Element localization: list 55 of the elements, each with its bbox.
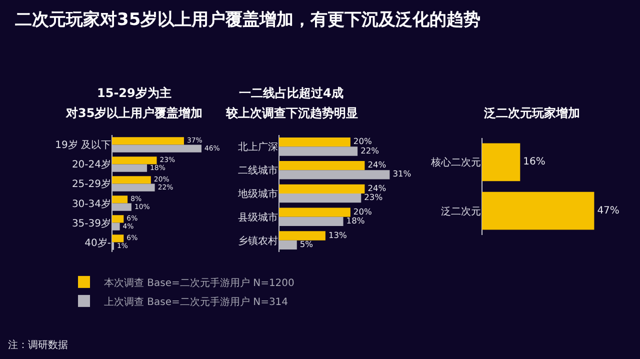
y-tick-label: 乡镇农村 — [238, 234, 278, 247]
data-label: 13% — [328, 230, 347, 240]
y-tick-label: 二线城市 — [238, 164, 278, 177]
chart-subtitle: 较上次调查下沉趋势明显 — [225, 106, 358, 120]
chart-title: 15-29岁为主 — [97, 86, 172, 100]
bar — [279, 170, 390, 180]
legend-label: 上次调查 Base=二次元手游用户 N=314 — [104, 296, 288, 308]
y-tick-label: 19岁 及以下 — [55, 139, 111, 152]
data-label: 20% — [353, 206, 372, 216]
data-label: 16% — [523, 156, 546, 168]
data-label: 23% — [364, 192, 383, 202]
data-label: 22% — [360, 145, 380, 156]
bar — [279, 184, 365, 194]
data-label: 20% — [353, 136, 372, 146]
y-tick-label: 20-24岁 — [72, 158, 111, 171]
chart-title: 一二线占比超过4成 — [239, 86, 344, 100]
bar — [112, 215, 124, 223]
bar — [279, 194, 362, 203]
bar — [279, 146, 358, 156]
bar — [112, 234, 124, 242]
y-tick-label: 核心二次元 — [430, 156, 481, 169]
bar — [112, 222, 120, 230]
bar — [112, 196, 128, 204]
y-tick-label: 35-39岁 — [72, 217, 111, 230]
y-tick-label: 40岁- — [84, 236, 112, 249]
y-tick-label: 县级城市 — [238, 211, 278, 224]
chart-title: 泛二次元玩家增加 — [483, 106, 580, 120]
bar — [279, 208, 350, 217]
y-tick-label: 25-29岁 — [72, 178, 111, 190]
bar — [279, 216, 344, 226]
bar — [112, 176, 151, 184]
data-label: 18% — [346, 216, 365, 226]
text: 注：调研数据 — [8, 339, 68, 351]
y-tick-label: 泛二次元 — [440, 205, 481, 218]
bar — [112, 137, 184, 145]
data-label: 24% — [368, 160, 386, 170]
y-tick-label: 北上广深 — [238, 141, 278, 154]
bar — [279, 138, 350, 147]
bar — [279, 231, 326, 240]
bar — [112, 144, 202, 152]
data-label: 47% — [597, 205, 620, 216]
text: 二次元玩家对35岁以上用户覆盖增加，有更下沉及泛化的趋势 — [15, 9, 481, 30]
chart-subtitle: 对35岁以上用户覆盖增加 — [65, 106, 203, 120]
data-label: 31% — [392, 168, 412, 179]
data-label: 24% — [368, 183, 386, 194]
legend-label: 本次调查 Base=二次元手游用户 N=1200 — [104, 276, 294, 289]
bar — [112, 184, 155, 192]
bar — [112, 203, 132, 211]
bar — [279, 160, 365, 170]
bar — [112, 156, 157, 164]
y-tick-label: 30-34岁 — [72, 198, 111, 210]
bar — [112, 164, 148, 172]
bar — [279, 240, 297, 250]
y-tick-label: 地级城市 — [237, 188, 278, 200]
data-label: 5% — [300, 238, 314, 249]
